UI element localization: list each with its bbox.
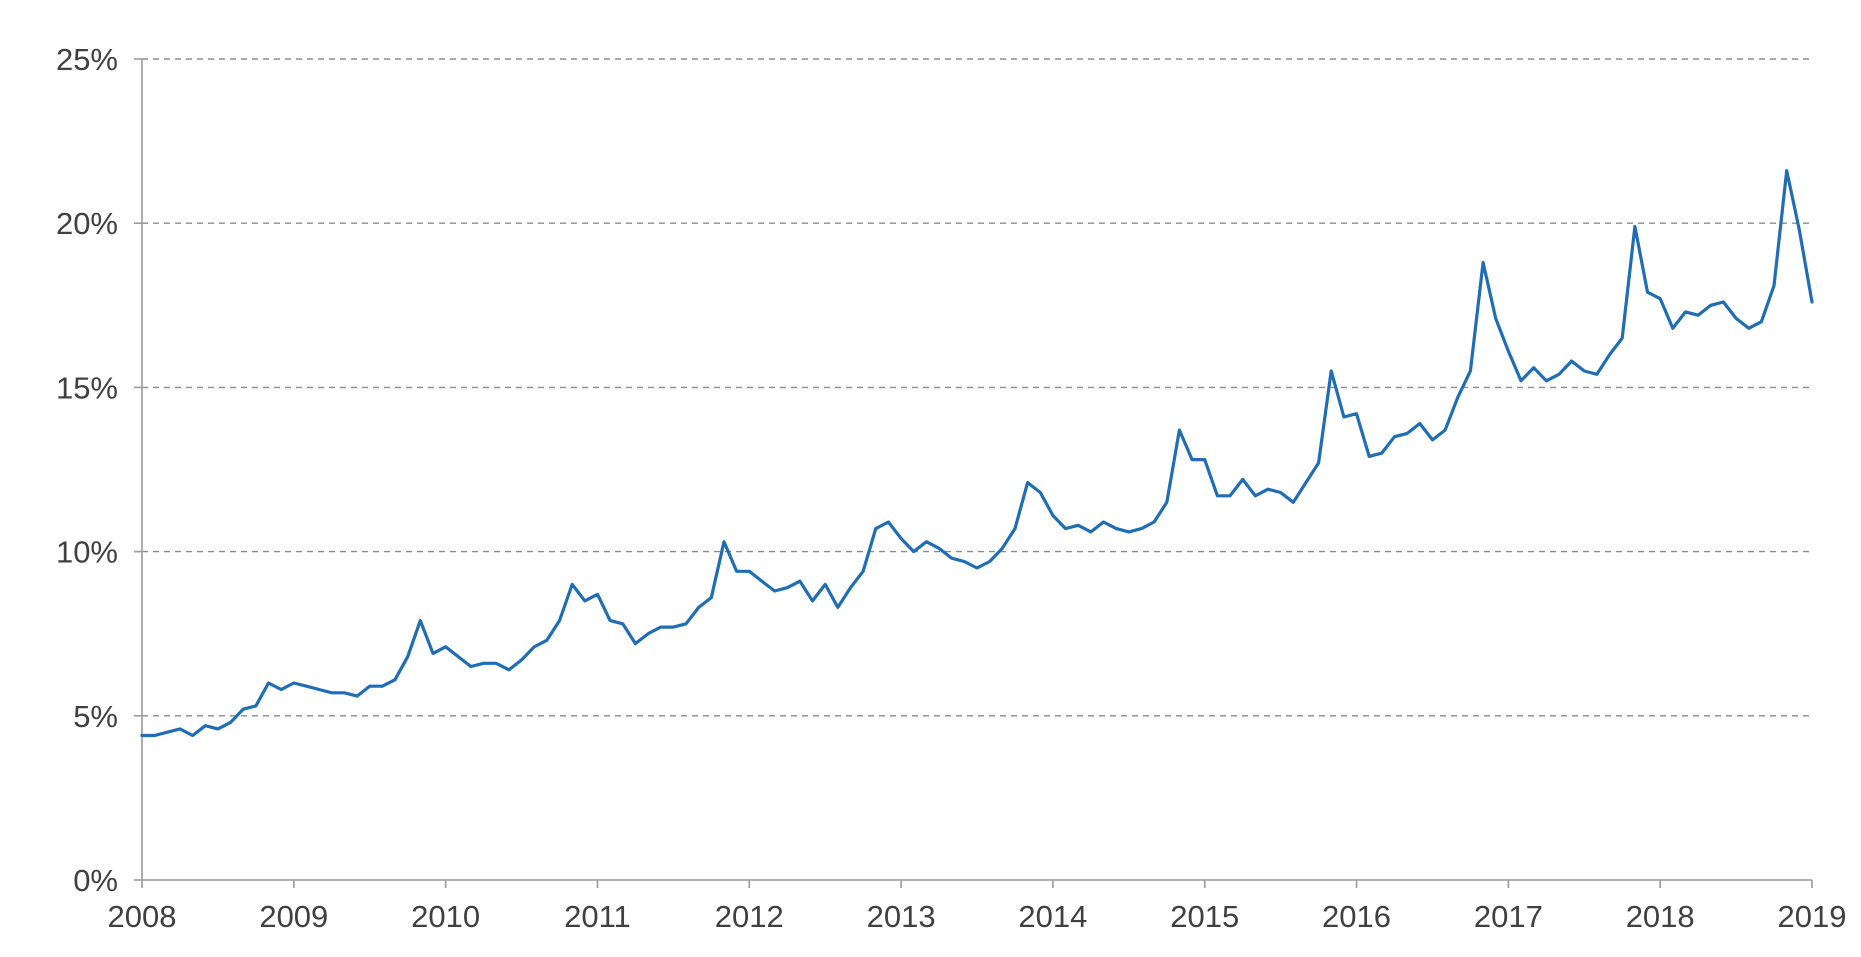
x-tick-label: 2015 bbox=[1170, 899, 1239, 934]
x-tick-label: 2012 bbox=[715, 899, 784, 934]
series-group bbox=[140, 169, 1814, 738]
x-tick-label: 2018 bbox=[1626, 899, 1695, 934]
x-tick-label: 2008 bbox=[108, 899, 177, 934]
x-tick-label: 2017 bbox=[1474, 899, 1543, 934]
y-tick-label: 25% bbox=[56, 42, 118, 77]
x-axis-ticks: 2008 2009 2010 2011 2012 2013 2014 2015 2016 2017… bbox=[108, 880, 1847, 934]
y-axis-ticks: 0% 5% 10% 15% 20% 25% bbox=[56, 42, 142, 898]
x-tick-label: 2011 bbox=[564, 899, 631, 934]
x-tick-label: 2014 bbox=[1018, 899, 1087, 934]
gridlines bbox=[142, 58, 1812, 717]
y-tick-label: 5% bbox=[73, 699, 118, 734]
x-tick-label: 2016 bbox=[1322, 899, 1391, 934]
y-tick-label: 0% bbox=[73, 863, 118, 898]
y-tick-label: 10% bbox=[56, 535, 118, 570]
y-tick-label: 15% bbox=[56, 370, 118, 405]
x-tick-label: 2009 bbox=[259, 899, 328, 934]
y-tick-label: 20% bbox=[56, 206, 118, 241]
series-line-0 bbox=[140, 169, 1814, 738]
x-tick-label: 2013 bbox=[867, 899, 936, 934]
x-tick-label: 2019 bbox=[1778, 899, 1847, 934]
x-tick-label: 2010 bbox=[411, 899, 480, 934]
axes bbox=[141, 59, 1812, 881]
